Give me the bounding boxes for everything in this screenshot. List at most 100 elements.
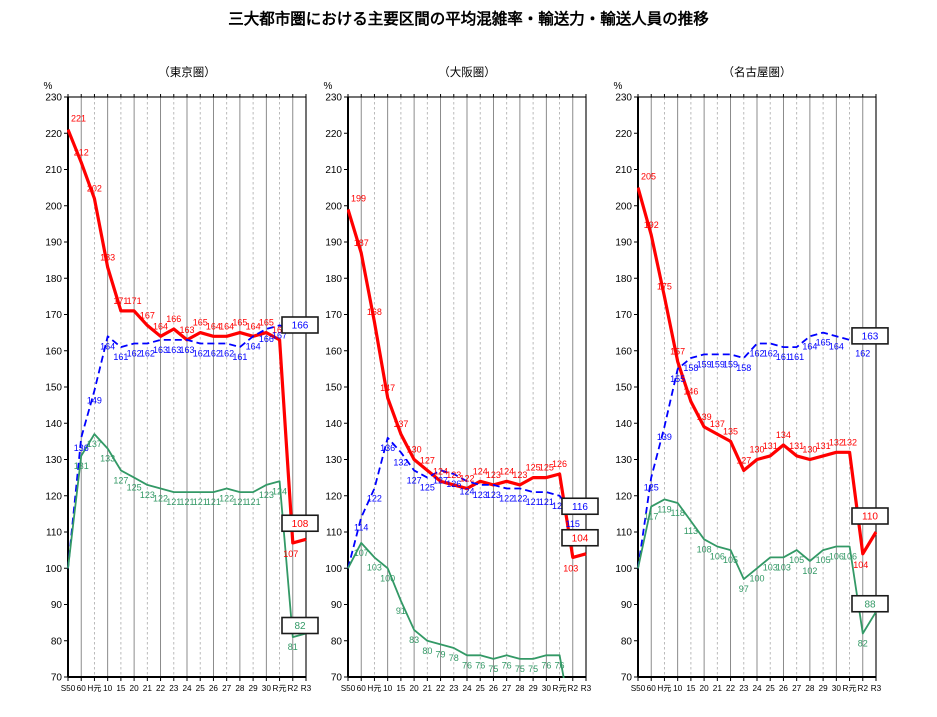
congestion-rate-value-label: 130 [749, 445, 764, 455]
x-tick-label: 28 [805, 684, 815, 693]
x-tick-label: 60 [647, 684, 657, 693]
x-tick-label: 15 [396, 684, 406, 693]
y-tick-label: 170 [45, 310, 62, 321]
transport-capacity-value-label: 161 [232, 352, 247, 362]
y-tick-label: 200 [45, 201, 62, 212]
x-tick-label: S50 [341, 684, 356, 693]
transport-capacity-value-label: 162 [763, 349, 778, 359]
passengers-value-label: 102 [802, 566, 817, 576]
x-tick-label: 30 [262, 684, 272, 693]
x-tick-label: 24 [462, 684, 472, 693]
congestion-rate-value-label: 146 [683, 387, 698, 397]
y-tick-label: 130 [45, 455, 62, 466]
transport-capacity-value-label: 164 [100, 341, 115, 351]
passengers-value-label: 105 [789, 555, 804, 565]
transport-capacity-value-label: 162 [206, 349, 221, 359]
y-tick-label: 110 [326, 528, 342, 539]
transport-capacity-value-label: 136 [380, 443, 395, 453]
x-tick-label: 30 [832, 684, 842, 693]
x-tick-label: 30 [542, 684, 552, 693]
y-axis-unit: % [614, 81, 623, 92]
transport-capacity-value-label: 136 [74, 443, 89, 453]
transport-capacity-value-label: 121 [526, 497, 541, 507]
transport-capacity-value-label: 164 [802, 341, 817, 351]
x-tick-label: 15 [116, 684, 126, 693]
x-tick-label: 26 [779, 684, 789, 693]
passengers-value-label: 127 [113, 475, 128, 485]
transport-capacity-final-value-box [561, 497, 599, 516]
congestion-rate-value-label: 163 [179, 325, 194, 335]
x-tick-label: 26 [489, 684, 499, 693]
congestion-rate-value-label: 165 [193, 318, 208, 328]
y-tick-label: 180 [45, 274, 62, 285]
x-tick-label: 22 [436, 684, 446, 693]
passengers-value-label: 125 [127, 483, 142, 493]
panel-nagoya: （名古屋圏）% 70 80 90 100 110 120 130 140 150 160 170 180… [614, 65, 889, 693]
transport-capacity-value-label: 122 [367, 494, 382, 504]
transport-capacity-value-label: 158 [683, 363, 698, 373]
congestion-rate-value-label: 139 [697, 412, 712, 422]
transport-capacity-value-label: 127 [407, 475, 422, 485]
congestion-rate-value-label: 164 [246, 321, 261, 331]
passengers-value-label: 107 [354, 548, 369, 558]
x-tick-label: H元 [87, 684, 101, 693]
transport-capacity-value-label: 159 [697, 359, 712, 369]
y-tick-label: 80 [621, 636, 633, 647]
passengers-value-label: 75 [488, 664, 498, 674]
passengers-final-value: 88 [864, 599, 876, 610]
x-tick-label: 23 [739, 684, 749, 693]
congestion-rate-value-label: 163 [272, 325, 287, 335]
transport-capacity-value-label: 125 [644, 483, 659, 493]
passengers-value-label: 103 [763, 562, 778, 572]
x-tick-label: R2 [858, 684, 869, 693]
congestion-rate-line [637, 187, 877, 556]
transport-capacity-value-label: 166 [259, 334, 274, 344]
transport-capacity-value-label: 162 [749, 349, 764, 359]
transport-capacity-value-label: 123 [473, 490, 488, 500]
x-tick-label: H元 [367, 684, 381, 693]
transport-capacity-value-label: 167 [272, 330, 287, 340]
passengers-value-label: 131 [74, 461, 89, 471]
x-tick-label: 28 [235, 684, 245, 693]
transport-capacity-value-label: 126 [446, 479, 461, 489]
y-tick-label: 100 [45, 564, 62, 575]
transport-capacity-line [67, 324, 306, 569]
panel-title-nagoya: （名古屋圏） [723, 65, 792, 79]
panel-title-osaka: （大阪圏） [438, 65, 496, 79]
x-tick-label: 10 [673, 684, 683, 693]
transport-capacity-value-label: 164 [246, 341, 261, 351]
transport-capacity-value-label: 163 [179, 345, 194, 355]
y-tick-label: 130 [615, 455, 632, 466]
congestion-rate-value-label: 131 [763, 441, 778, 451]
x-tick-label: 23 [169, 684, 179, 693]
transport-capacity-value-label: 159 [710, 359, 725, 369]
x-tick-label: S50 [631, 684, 646, 693]
y-tick-label: 70 [621, 673, 633, 684]
y-tick-label: 220 [325, 129, 342, 140]
congestion-rate-final-value-box [561, 528, 599, 547]
passengers-value-label: 133 [100, 454, 115, 464]
x-tick-label: 22 [726, 684, 736, 693]
transport-capacity-value-label: 121 [539, 497, 554, 507]
passengers-value-label: 76 [555, 660, 565, 670]
y-tick-label: 80 [331, 636, 343, 647]
y-tick-label: 180 [615, 274, 632, 285]
y-axis-unit: % [324, 81, 333, 92]
congestion-rate-value-label: 205 [641, 172, 656, 182]
passengers-value-label: 137 [87, 439, 102, 449]
congestion-rate-value-label: 165 [259, 318, 274, 328]
congestion-rate-value-label: 125 [539, 463, 554, 473]
y-tick-label: 150 [615, 383, 632, 394]
y-tick-label: 140 [45, 419, 62, 430]
panel-osaka: （大阪圏）% 70 80 90 100 110 120 130 140 150 160 170 180 1… [324, 65, 599, 693]
passengers-value-label: 113 [684, 526, 698, 536]
passengers-value-label: 79 [436, 649, 446, 659]
congestion-rate-final-value: 110 [862, 512, 878, 523]
y-tick-label: 160 [45, 346, 62, 357]
congestion-rate-value-label: 107 [283, 549, 298, 559]
transport-capacity-value-label: 114 [354, 523, 368, 533]
congestion-rate-value-label: 122 [459, 474, 474, 484]
y-tick-label: 170 [615, 310, 632, 321]
y-tick-label: 150 [45, 383, 62, 394]
y-tick-label: 150 [325, 383, 342, 394]
